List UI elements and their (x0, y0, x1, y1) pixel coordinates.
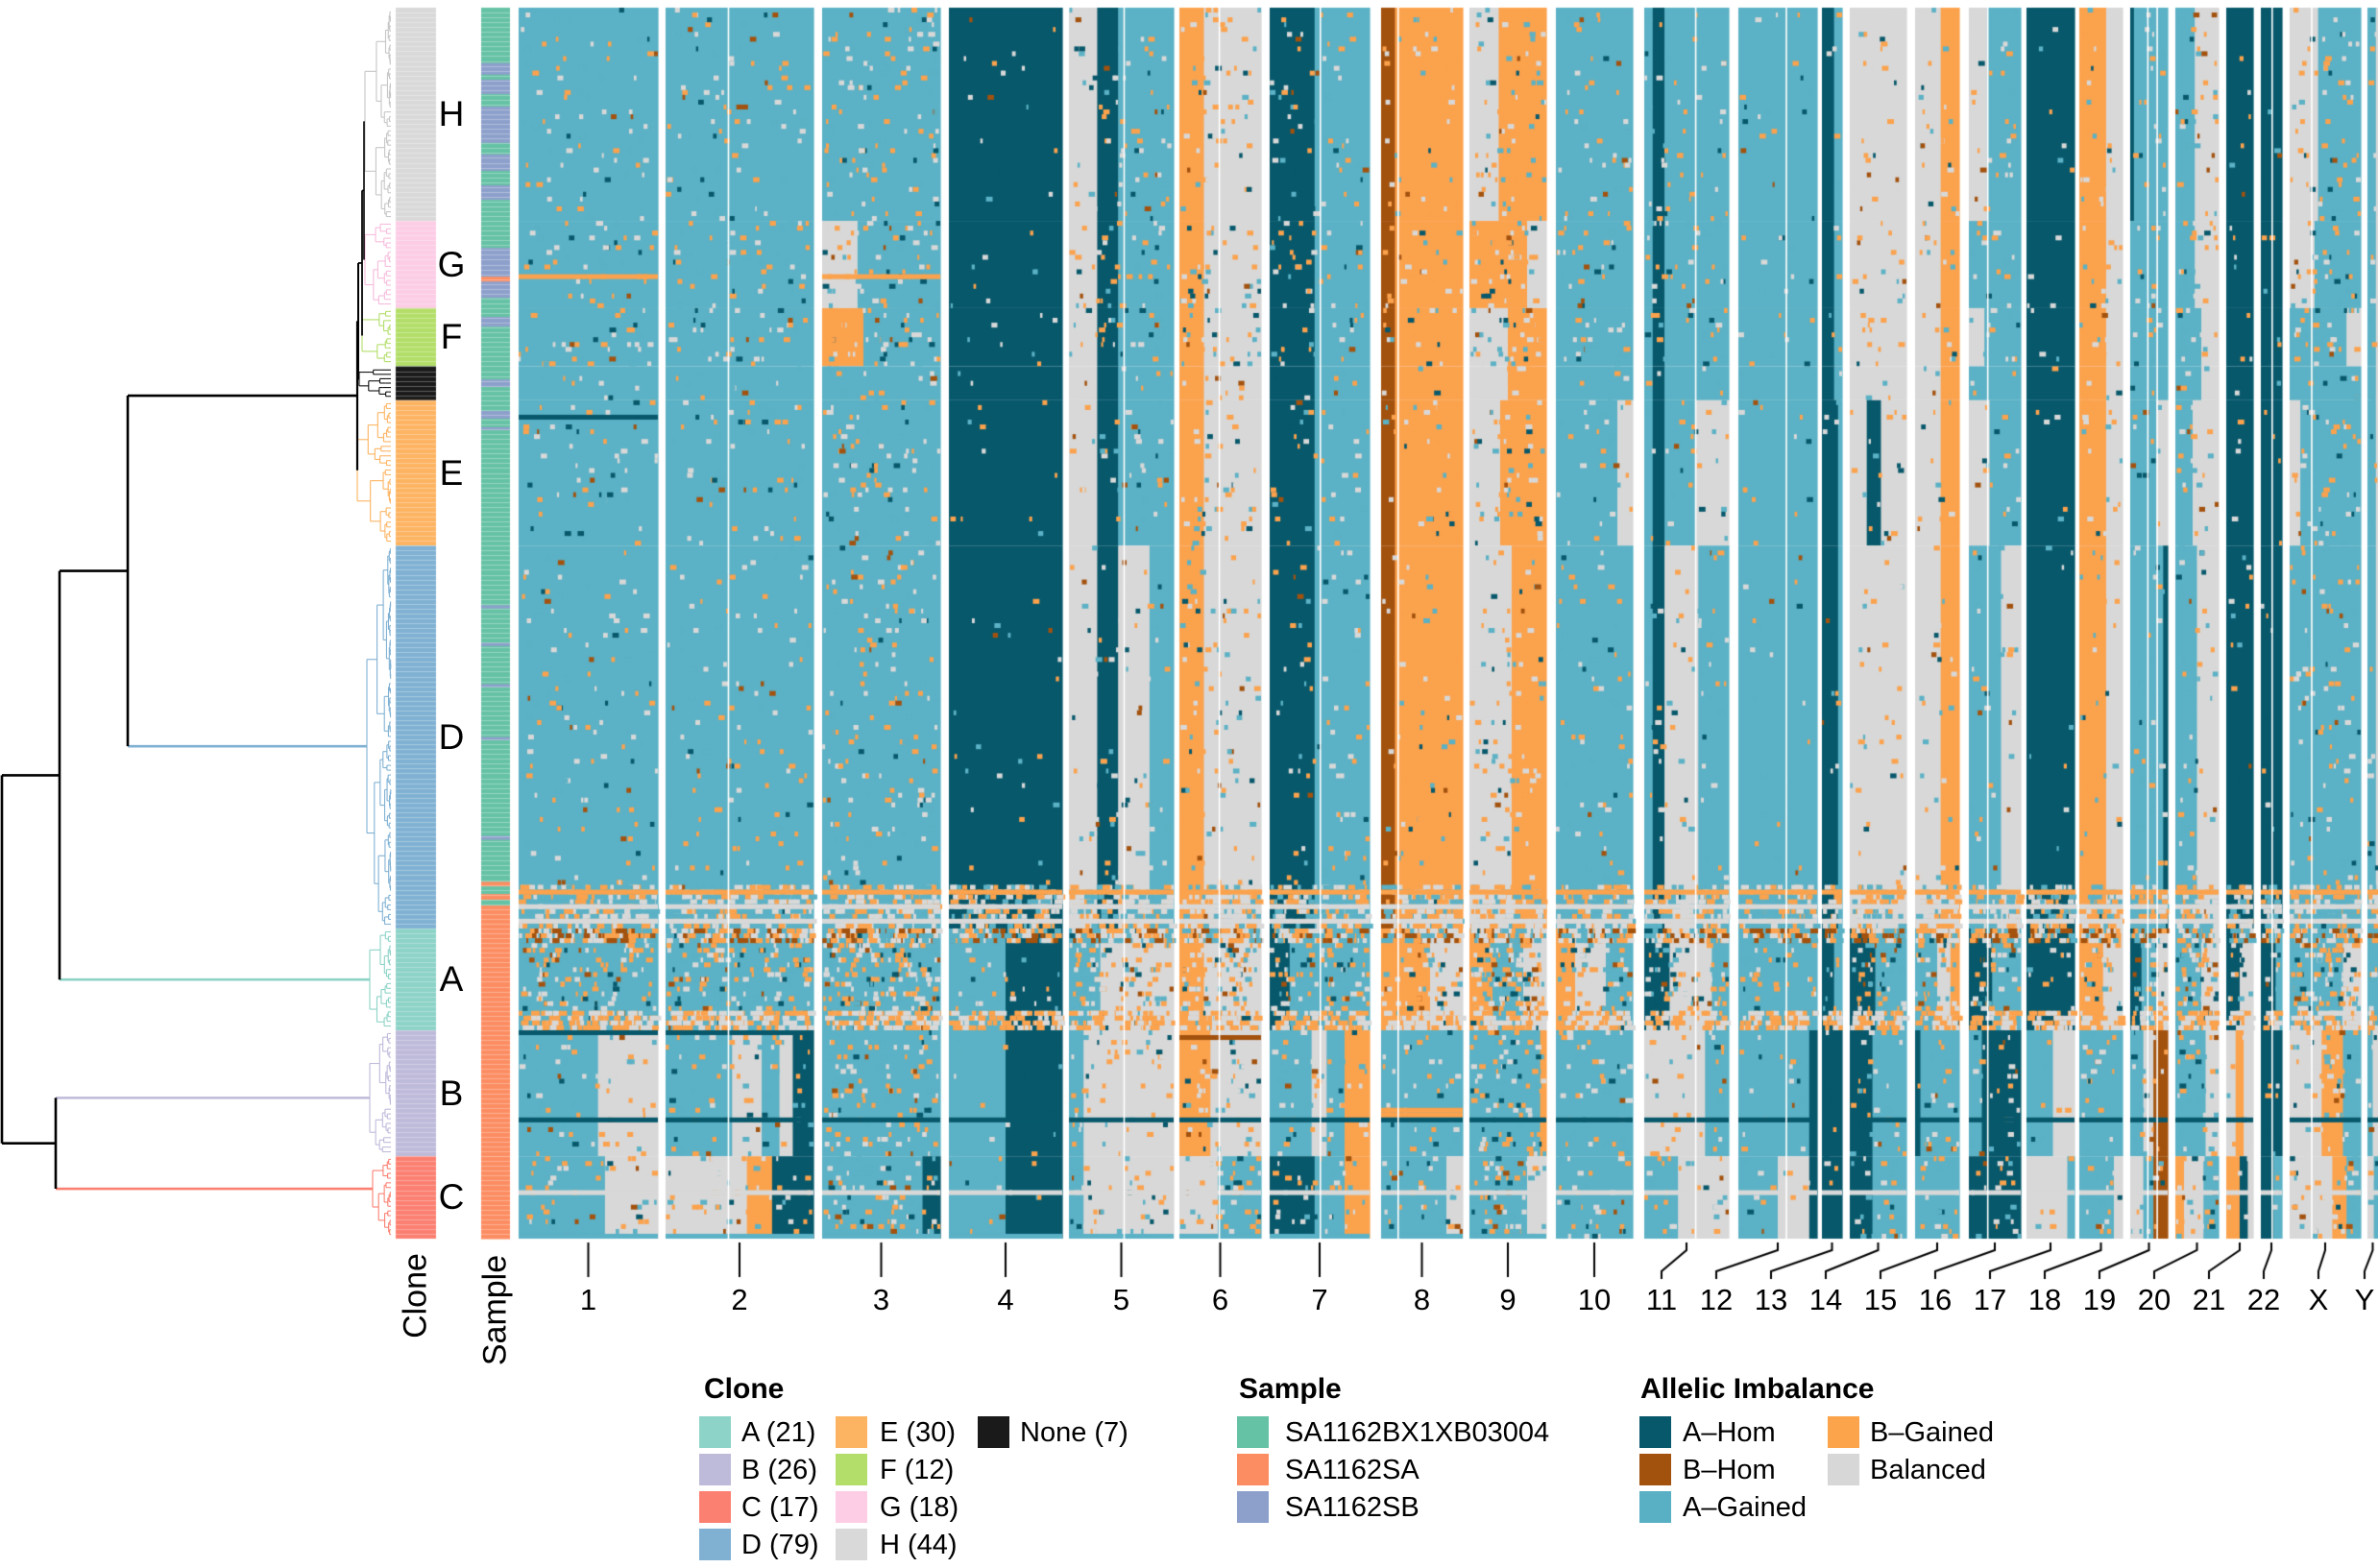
legend-clone-label-b-26-: B (26) (741, 1455, 817, 1485)
legend-clone-label-h-44-: H (44) (880, 1530, 958, 1560)
chrom-label-6: 6 (1211, 1283, 1229, 1316)
legend-sample-label-sa1162sa: SA1162SA (1285, 1455, 1420, 1485)
chrom-label-X: X (2308, 1283, 2329, 1316)
chrom-label-9: 9 (1499, 1283, 1517, 1316)
chrom-label-15: 15 (1863, 1283, 1898, 1316)
legend-clone-label-g-18-: G (18) (880, 1492, 959, 1523)
legend-allelic-swatch-a-gained (1639, 1491, 1671, 1523)
legend-allelic-swatch-a-hom (1639, 1416, 1671, 1448)
legend-sample-title: Sample (1239, 1373, 1342, 1405)
legend-clone-label-a-21-: A (21) (741, 1417, 816, 1448)
dendrogram (0, 11, 392, 1236)
chrom-label-1: 1 (579, 1283, 597, 1316)
chrom-label-2: 2 (731, 1283, 748, 1316)
chrom-label-17: 17 (1973, 1283, 2007, 1316)
legend-allelic-label-b-gained: B–Gained (1870, 1417, 1994, 1448)
clone-letter-F: F (440, 317, 463, 356)
clone-color-bar (396, 8, 436, 1239)
chrom-label-21: 21 (2192, 1283, 2226, 1316)
chrom-label-20: 20 (2137, 1283, 2172, 1316)
legend-clone-swatch-c-17- (699, 1491, 731, 1523)
legend-clone-swatch-none-7- (978, 1416, 1009, 1448)
chrom-label-8: 8 (1413, 1283, 1431, 1316)
legend-sample-swatch-sa1162sb (1237, 1491, 1269, 1523)
chrom-label-3: 3 (872, 1283, 890, 1316)
legend-allelic-swatch-b-gained (1828, 1416, 1859, 1448)
chrom-label-10: 10 (1577, 1283, 1612, 1316)
heatmap-grid (519, 8, 2378, 1239)
chrom-label-11: 11 (1645, 1283, 1678, 1316)
legend-clone-swatch-e-30- (836, 1416, 867, 1448)
legend-allelic-label-b-hom: B–Hom (1683, 1455, 1776, 1485)
legend-clone-label-c-17-: C (17) (741, 1492, 819, 1523)
legend-sample-label-sa1162sb: SA1162SB (1285, 1492, 1420, 1523)
legend-clone-swatch-g-18- (836, 1491, 867, 1523)
sample-color-bar (481, 8, 510, 1239)
chrom-label-14: 14 (1808, 1283, 1843, 1316)
legend-clone-label-e-30-: E (30) (880, 1417, 956, 1448)
chrom-label-22: 22 (2246, 1283, 2281, 1316)
legend-clone-label-f-12-: F (12) (880, 1455, 955, 1485)
legend-clone-title: Clone (704, 1373, 785, 1405)
legend-clone-swatch-h-44- (836, 1529, 867, 1560)
legend-allelic-label-balanced: Balanced (1870, 1455, 1986, 1485)
clone-letter-A: A (439, 959, 464, 999)
legend-clone-swatch-a-21- (699, 1416, 731, 1448)
clone-axis-title: Clone (397, 1253, 434, 1339)
chrom-label-5: 5 (1112, 1283, 1130, 1316)
legend-clone-swatch-f-12- (836, 1454, 867, 1485)
clone-letter-H: H (438, 94, 465, 133)
legend-sample-label-sa1162bx1xb03004: SA1162BX1XB03004 (1285, 1417, 1550, 1448)
clone-letter-G: G (437, 245, 466, 284)
clone-letter-B: B (439, 1073, 464, 1113)
legend-sample-swatch-sa1162sa (1237, 1454, 1269, 1485)
legend-clone-swatch-d-79- (699, 1529, 731, 1560)
chrom-label-7: 7 (1311, 1283, 1328, 1316)
chrom-label-12: 12 (1699, 1283, 1734, 1316)
legend-clone-label-d-79-: D (79) (741, 1530, 819, 1560)
legend-allelic-label-a-hom: A–Hom (1683, 1417, 1776, 1448)
legend-clone-label-none-7-: None (7) (1020, 1417, 1128, 1448)
legend-allelic-swatch-b-hom (1639, 1454, 1671, 1485)
chrom-label-4: 4 (997, 1283, 1014, 1316)
clone-letter-D: D (438, 717, 465, 757)
legend-clone-swatch-b-26- (699, 1454, 731, 1485)
chrom-label-18: 18 (2027, 1283, 2062, 1316)
chrom-label-19: 19 (2082, 1283, 2117, 1316)
chrom-label-Y: Y (2354, 1283, 2375, 1316)
legend-allelic-swatch-balanced (1828, 1454, 1859, 1485)
legend-allelic-title: Allelic Imbalance (1640, 1373, 1875, 1405)
clone-letter-C: C (438, 1177, 465, 1217)
chrom-label-13: 13 (1754, 1283, 1788, 1316)
legend-sample-swatch-sa1162bx1xb03004 (1237, 1416, 1269, 1448)
chrom-label-16: 16 (1918, 1283, 1953, 1316)
legend-allelic-label-a-gained: A–Gained (1683, 1492, 1807, 1523)
sample-axis-title: Sample (476, 1254, 514, 1366)
clone-letter-E: E (439, 453, 464, 493)
